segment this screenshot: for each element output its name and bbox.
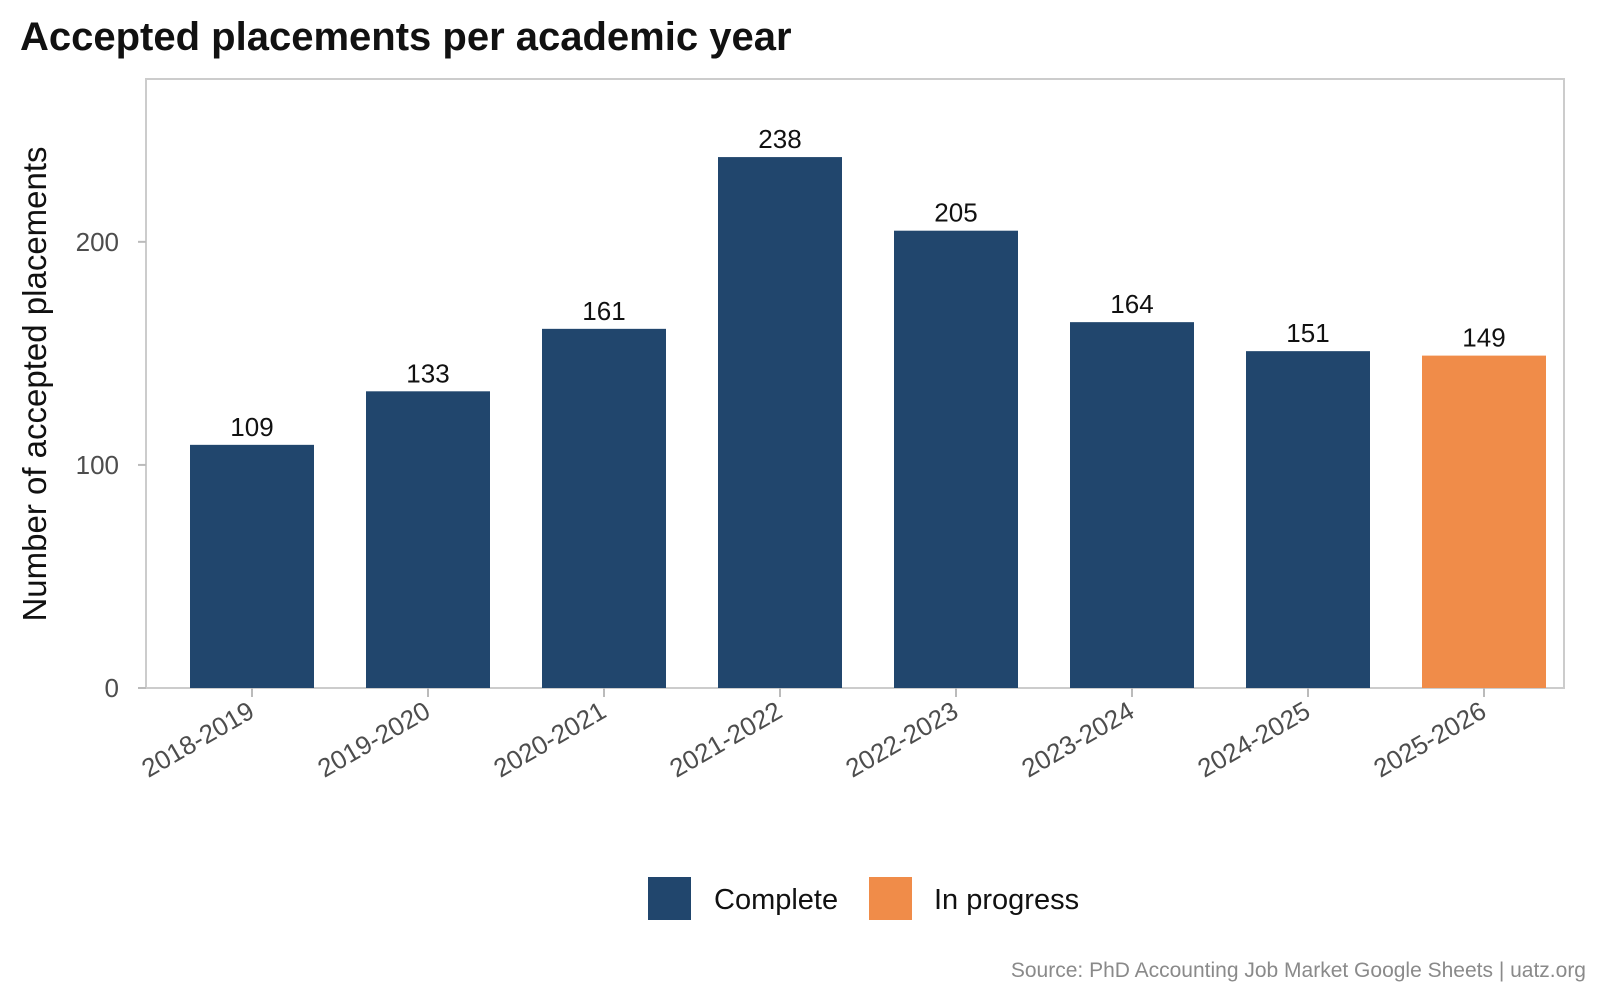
legend-swatch-in-progress xyxy=(869,877,912,920)
data-label-2023-2024: 164 xyxy=(1110,289,1153,319)
x-axis: 2018-2019 2019-2020 2020-2021 2021-2022 2022… xyxy=(136,688,1491,783)
y-tick-label: 200 xyxy=(76,227,119,257)
x-tick-label-2021-2022: 2021-2022 xyxy=(664,695,787,783)
source-note: Source: PhD Accounting Job Market Google… xyxy=(1011,959,1586,982)
bar-2021-2022 xyxy=(718,157,842,689)
data-labels-group: 109 133 161 238 205 164 151 149 xyxy=(230,124,1505,442)
bar-2019-2020 xyxy=(366,391,490,688)
x-tick-label-2019-2020: 2019-2020 xyxy=(312,695,435,783)
x-tick-label-2024-2025: 2024-2025 xyxy=(1192,695,1315,783)
plot-frame xyxy=(145,78,1565,689)
x-tick-label-2025-2026: 2025-2026 xyxy=(1368,695,1491,783)
legend-label-complete: Complete xyxy=(714,884,838,916)
bars-group xyxy=(190,157,1546,689)
x-tick-label-2020-2021: 2020-2021 xyxy=(488,695,611,783)
bar-2022-2023 xyxy=(894,230,1018,688)
x-tick-label-2023-2024: 2023-2024 xyxy=(1016,695,1139,783)
data-label-2019-2020: 133 xyxy=(406,358,449,388)
legend-swatch-complete xyxy=(648,877,691,920)
y-axis-label: Number of accepted placements xyxy=(16,146,53,621)
bar-2023-2024 xyxy=(1070,322,1194,688)
bar-2024-2025 xyxy=(1246,351,1370,688)
data-label-2025-2026: 149 xyxy=(1462,323,1505,353)
bar-2018-2019 xyxy=(190,444,314,688)
x-tick-label-2018-2019: 2018-2019 xyxy=(136,695,259,783)
bar-2020-2021 xyxy=(542,328,666,688)
data-label-2020-2021: 161 xyxy=(582,296,625,326)
x-tick-label-2022-2023: 2022-2023 xyxy=(840,695,963,783)
y-axis: 0 100 200 xyxy=(76,227,146,703)
y-tick-label: 100 xyxy=(76,450,119,480)
data-label-2018-2019: 109 xyxy=(230,412,273,442)
data-label-2021-2022: 238 xyxy=(758,124,801,154)
y-tick-label: 0 xyxy=(105,673,119,703)
bar-2025-2026 xyxy=(1422,355,1546,688)
legend-label-in-progress: In progress xyxy=(934,884,1079,916)
data-label-2022-2023: 205 xyxy=(934,198,977,228)
data-label-2024-2025: 151 xyxy=(1286,318,1329,348)
legend: Complete In progress xyxy=(648,877,1079,920)
chart-title: Accepted placements per academic year xyxy=(20,15,792,59)
